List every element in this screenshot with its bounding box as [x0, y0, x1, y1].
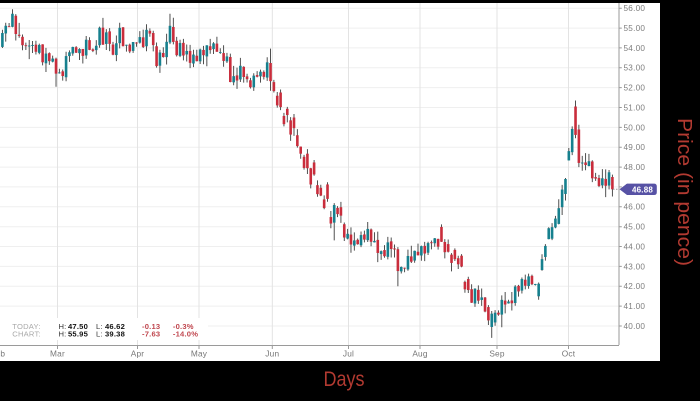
svg-text:-14.0%: -14.0%	[173, 330, 198, 339]
svg-text:42.00: 42.00	[624, 282, 646, 291]
svg-text:Apr: Apr	[131, 349, 145, 359]
svg-text:Mar: Mar	[50, 349, 65, 359]
svg-text:46.00: 46.00	[624, 203, 646, 212]
svg-text:41.00: 41.00	[624, 302, 646, 311]
svg-text:47.50: 47.50	[68, 322, 88, 331]
svg-text:56.00: 56.00	[624, 4, 646, 13]
svg-text:-7.63: -7.63	[142, 330, 160, 339]
svg-text:CHART:: CHART:	[12, 330, 41, 339]
svg-text:H:: H:	[59, 330, 67, 339]
svg-text:Jun: Jun	[265, 349, 279, 359]
svg-text:Oct: Oct	[562, 349, 576, 359]
svg-text:40.00: 40.00	[624, 322, 646, 331]
svg-text:TODAY:: TODAY:	[12, 322, 40, 331]
svg-text:46.62: 46.62	[105, 322, 125, 331]
svg-text:50.00: 50.00	[624, 123, 646, 132]
svg-text:Jul: Jul	[343, 349, 354, 359]
svg-text:44.00: 44.00	[624, 242, 646, 251]
svg-text:46.88: 46.88	[632, 185, 653, 194]
svg-text:Price (in pence): Price (in pence)	[673, 118, 695, 266]
svg-text:48.00: 48.00	[624, 163, 646, 172]
svg-text:52.00: 52.00	[624, 84, 646, 93]
svg-text:Feb: Feb	[0, 349, 5, 359]
svg-text:L:: L:	[96, 330, 103, 339]
svg-text:L:: L:	[96, 322, 103, 331]
svg-text:54.00: 54.00	[624, 44, 646, 53]
svg-text:45.00: 45.00	[624, 223, 646, 232]
svg-text:-0.3%: -0.3%	[173, 322, 194, 331]
svg-text:49.00: 49.00	[624, 143, 646, 152]
svg-text:Days: Days	[324, 368, 365, 391]
svg-text:Sep: Sep	[489, 349, 505, 359]
svg-text:H:: H:	[59, 322, 67, 331]
svg-text:39.38: 39.38	[105, 330, 125, 339]
svg-text:Aug: Aug	[412, 349, 428, 359]
svg-text:53.00: 53.00	[624, 64, 646, 73]
svg-text:43.00: 43.00	[624, 262, 646, 271]
svg-text:51.00: 51.00	[624, 103, 646, 112]
svg-text:May: May	[191, 349, 208, 359]
svg-text:55.95: 55.95	[68, 330, 89, 339]
svg-text:55.00: 55.00	[624, 24, 646, 33]
svg-text:-0.13: -0.13	[142, 322, 160, 331]
